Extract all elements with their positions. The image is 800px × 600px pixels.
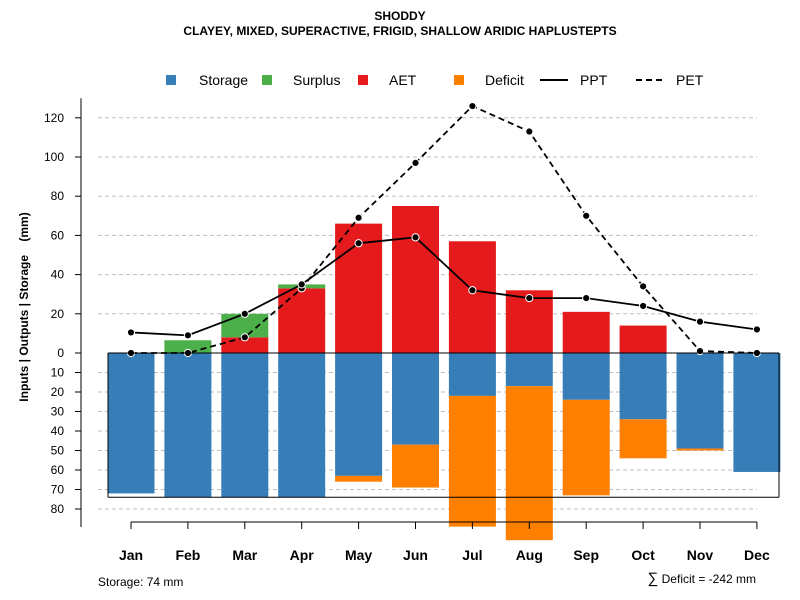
aet-bar bbox=[448, 241, 496, 353]
legend: Storage Surplus AET Deficit PPT PET bbox=[166, 72, 704, 88]
bars bbox=[107, 206, 781, 541]
legend-swatch bbox=[166, 75, 176, 85]
y-tick-label: 80 bbox=[51, 502, 65, 516]
storage-bar bbox=[562, 353, 610, 400]
y-tick-label: 60 bbox=[51, 463, 65, 477]
ppt-point bbox=[240, 309, 249, 318]
chart-title: SHODDY bbox=[374, 9, 426, 23]
legend-label: AET bbox=[389, 72, 417, 88]
deficit-bar bbox=[392, 444, 439, 488]
aet-bar bbox=[392, 206, 439, 353]
surplus-bar bbox=[164, 340, 212, 353]
y-tick-label: 50 bbox=[51, 444, 65, 458]
y-tick-label: 80 bbox=[51, 189, 65, 203]
y-tick-label: 0 bbox=[57, 346, 64, 360]
ppt-point bbox=[525, 294, 534, 303]
chart-subtitle: CLAYEY, MIXED, SUPERACTIVE, FRIGID, SHAL… bbox=[183, 24, 617, 38]
y-tick-label: 120 bbox=[44, 111, 64, 125]
deficit-bar bbox=[505, 386, 553, 541]
x-tick-label: Jun bbox=[403, 547, 428, 563]
deficit-bar bbox=[335, 475, 383, 482]
y-tick-label: 10 bbox=[51, 366, 65, 380]
aet-bar bbox=[619, 325, 667, 353]
aet-bar bbox=[562, 311, 610, 353]
ppt-line bbox=[130, 236, 758, 337]
pet-point bbox=[468, 101, 477, 111]
sum-symbol: ∑ bbox=[647, 570, 659, 587]
pet-point bbox=[411, 158, 420, 167]
axes: 120 100 80 60 40 20 0 10 20 30 40 50 60 70 80 Jan Feb Mar… bbox=[44, 98, 780, 563]
x-tick-label: Apr bbox=[290, 547, 315, 563]
lines bbox=[126, 101, 762, 358]
x-tick-label: Dec bbox=[744, 547, 770, 563]
legend-label: PET bbox=[676, 72, 704, 88]
deficit-bar bbox=[619, 419, 667, 459]
x-tick-label: Oct bbox=[631, 547, 655, 563]
x-tick-label: Mar bbox=[232, 547, 257, 563]
deficit-text: Deficit = -242 mm bbox=[661, 572, 756, 586]
x-tick-label: Feb bbox=[175, 547, 200, 563]
y-tick-label: 70 bbox=[51, 483, 65, 497]
legend-swatch bbox=[454, 75, 464, 85]
legend-label: Surplus bbox=[293, 72, 340, 88]
y-tick-label: 30 bbox=[51, 405, 65, 419]
storage-bar bbox=[676, 353, 724, 449]
y-tick-label: 40 bbox=[51, 424, 65, 438]
pet-point bbox=[354, 213, 363, 222]
x-tick-label: Jan bbox=[119, 547, 143, 563]
storage-bar bbox=[505, 353, 553, 387]
x-tick-label: Aug bbox=[516, 547, 543, 563]
ppt-point bbox=[183, 331, 192, 340]
x-tick-label: Sep bbox=[573, 547, 599, 563]
deficit-bar bbox=[448, 395, 496, 527]
storage-note: Storage: 74 mm bbox=[98, 575, 184, 589]
storage-bar bbox=[392, 353, 439, 445]
ppt-point bbox=[411, 233, 420, 242]
x-tick-label: Jul bbox=[462, 547, 482, 563]
pet-point bbox=[639, 282, 648, 291]
ppt-point bbox=[582, 294, 591, 303]
legend-label: Storage bbox=[199, 72, 248, 88]
ppt-point bbox=[695, 317, 705, 326]
x-tick-label: Nov bbox=[687, 547, 714, 563]
pet-line bbox=[131, 104, 757, 354]
ppt-point bbox=[297, 280, 306, 289]
x-tick-label: May bbox=[345, 547, 372, 563]
storage-bar bbox=[448, 353, 496, 396]
storage-bar bbox=[733, 353, 781, 472]
legend-swatch bbox=[358, 75, 368, 85]
y-tick-label: 20 bbox=[51, 307, 65, 321]
deficit-bar bbox=[562, 399, 610, 496]
storage-bar bbox=[335, 353, 383, 476]
pet-point bbox=[525, 127, 534, 136]
storage-bar bbox=[619, 353, 667, 420]
ppt-point bbox=[639, 301, 648, 311]
ppt-point bbox=[354, 239, 363, 248]
legend-label: PPT bbox=[580, 72, 608, 88]
deficit-bar bbox=[676, 448, 724, 451]
ppt-point bbox=[468, 286, 477, 295]
aet-bar bbox=[278, 288, 326, 353]
legend-swatch bbox=[262, 75, 272, 85]
y-tick-label: 40 bbox=[51, 268, 65, 282]
deficit-note: ∑ Deficit = -242 mm bbox=[648, 570, 756, 587]
storage-bar bbox=[278, 353, 326, 498]
storage-bar bbox=[107, 353, 155, 494]
pet-point bbox=[582, 211, 591, 220]
y-tick-label: 20 bbox=[51, 385, 65, 399]
y-tick-label: 100 bbox=[44, 150, 64, 164]
pet-point bbox=[240, 333, 249, 342]
ppt-point bbox=[752, 325, 762, 334]
surplus-bar bbox=[221, 313, 269, 338]
storage-bar bbox=[221, 353, 269, 498]
storage-bar bbox=[164, 353, 212, 498]
legend-label: Deficit bbox=[485, 72, 524, 88]
pet-point bbox=[695, 346, 705, 356]
y-tick-label: 60 bbox=[51, 228, 65, 242]
ppt-point bbox=[126, 328, 136, 337]
